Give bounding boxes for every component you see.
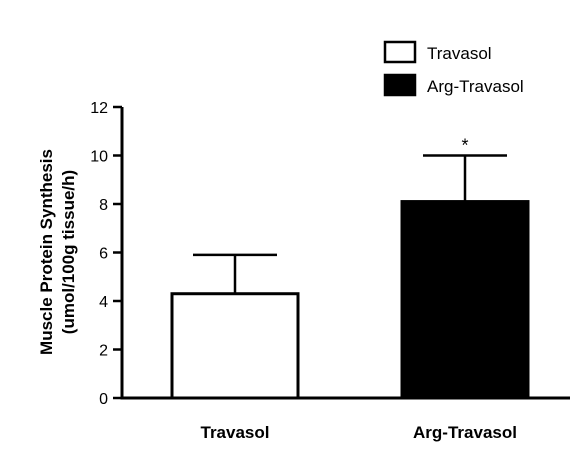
x-tick-label-travasol: Travasol xyxy=(201,423,270,442)
y-tick-label-0: 0 xyxy=(99,391,108,408)
legend-swatch-arg-travasol xyxy=(383,73,417,97)
significance-marker-arg-travasol: * xyxy=(461,136,468,156)
y-axis-label-line-2: (umol/100g tissue/h) xyxy=(59,170,78,334)
legend-label-travasol: Travasol xyxy=(427,44,492,63)
legend: Travasol Arg-Travasol xyxy=(383,40,524,97)
y-tick-label-2: 2 xyxy=(99,343,108,360)
plot-area: * xyxy=(170,136,530,400)
x-tick-label-arg-travasol: Arg-Travasol xyxy=(413,423,517,442)
bar-arg-travasol xyxy=(400,200,530,400)
y-axis-label-line-1: Muscle Protein Synthesis xyxy=(37,149,56,355)
y-tick-label-12: 12 xyxy=(90,100,108,117)
legend-swatch-travasol xyxy=(383,40,417,64)
legend-label-arg-travasol: Arg-Travasol xyxy=(427,77,524,96)
y-tick-label-4: 4 xyxy=(99,294,108,311)
bar-travasol xyxy=(170,292,300,400)
y-tick-label-10: 10 xyxy=(90,149,108,166)
y-tick-label-6: 6 xyxy=(99,246,108,263)
y-tick-label-8: 8 xyxy=(99,197,108,214)
axes: Travasol Arg-Travasol 0 2 4 6 8 10 12 xyxy=(90,100,570,442)
